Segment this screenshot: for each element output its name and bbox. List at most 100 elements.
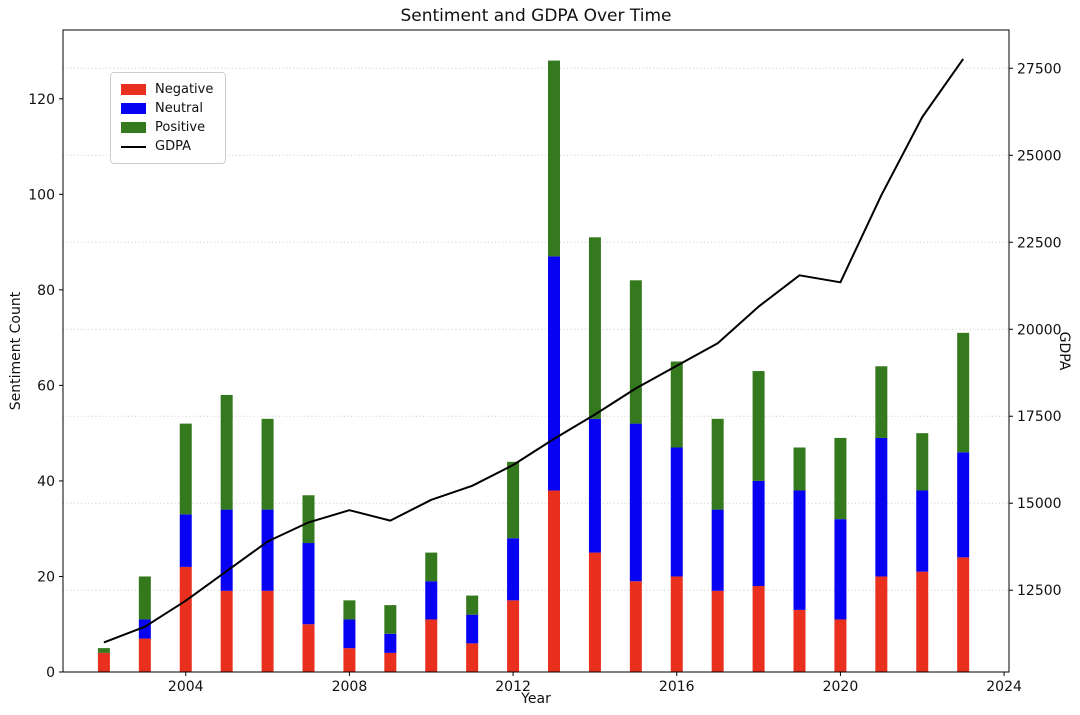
bar-2022-neutral	[916, 490, 929, 572]
y-tick-right-label-15000: 15000	[1017, 496, 1062, 512]
x-tick-label-2008: 2008	[332, 679, 368, 695]
y-tick-right-label-20000: 20000	[1017, 322, 1062, 338]
bar-2013-positive	[548, 60, 561, 257]
y-tick-left-label-0: 0	[46, 665, 55, 681]
bar-2013-negative	[548, 490, 561, 672]
bar-2017-positive	[711, 418, 724, 510]
bar-2023-negative	[957, 557, 970, 672]
bar-2022-negative	[916, 571, 929, 672]
y-axis-label-right: GDPA	[1056, 331, 1072, 371]
bar-2020-negative	[834, 619, 847, 672]
bar-2015-neutral	[629, 423, 642, 582]
legend-swatch-negative	[121, 84, 146, 95]
y-tick-right-label-27500: 27500	[1017, 61, 1062, 77]
bar-2004-negative	[179, 566, 192, 672]
bar-2009-neutral	[384, 633, 397, 653]
bar-2009-positive	[384, 605, 397, 634]
bar-2006-positive	[261, 418, 274, 510]
bar-2014-neutral	[588, 418, 601, 553]
bar-2022-positive	[916, 433, 929, 491]
bar-2014-positive	[588, 237, 601, 419]
legend-label: GDPA	[155, 139, 191, 154]
bar-2018-neutral	[752, 480, 765, 587]
bar-2023-neutral	[957, 452, 970, 558]
y-tick-left-label-20: 20	[37, 569, 55, 585]
bar-2010-positive	[425, 552, 438, 582]
y-tick-left-label-100: 100	[28, 187, 55, 203]
bar-2009-negative	[384, 652, 397, 672]
bar-2023-positive	[957, 332, 970, 453]
x-tick-label-2004: 2004	[168, 679, 204, 695]
bar-2018-negative	[752, 586, 765, 672]
bar-2011-neutral	[466, 614, 479, 644]
legend: Negative Neutral Positive GDPA	[110, 72, 227, 164]
y-tick-right-label-22500: 22500	[1017, 235, 1062, 251]
bar-2008-negative	[343, 648, 356, 672]
chart-title: Sentiment and GDPA Over Time	[400, 6, 672, 26]
legend-swatch-gdpa	[121, 145, 146, 148]
bar-2006-neutral	[261, 509, 274, 591]
bar-2015-positive	[629, 280, 642, 424]
y-tick-left-label-60: 60	[37, 378, 55, 394]
bar-2019-negative	[793, 609, 806, 672]
y-tick-right-label-12500: 12500	[1017, 583, 1062, 599]
bar-2011-negative	[466, 643, 479, 672]
bar-2013-neutral	[548, 256, 561, 491]
bar-2016-negative	[670, 576, 683, 672]
bar-2020-positive	[834, 437, 847, 520]
bar-2007-negative	[302, 624, 315, 672]
bar-2011-positive	[466, 595, 479, 615]
bar-2012-negative	[507, 600, 520, 672]
x-axis-label: Year	[521, 691, 551, 707]
legend-entry-neutral: Neutral	[121, 99, 213, 118]
bar-2020-neutral	[834, 519, 847, 620]
bar-2007-neutral	[302, 543, 315, 625]
bar-2019-neutral	[793, 490, 806, 610]
bar-2005-positive	[220, 394, 233, 510]
x-tick-label-2020: 2020	[823, 679, 859, 695]
bar-2014-negative	[588, 552, 601, 672]
legend-label: Positive	[155, 120, 206, 135]
y-tick-left-label-120: 120	[28, 92, 55, 108]
bar-2010-neutral	[425, 581, 438, 620]
bar-2021-negative	[875, 576, 888, 672]
bar-2021-neutral	[875, 437, 888, 577]
bar-2003-negative	[138, 638, 151, 672]
bar-2017-negative	[711, 590, 724, 672]
bar-2005-neutral	[220, 509, 233, 591]
bar-2006-negative	[261, 590, 274, 672]
bar-2007-positive	[302, 495, 315, 544]
legend-entry-gdpa: GDPA	[121, 137, 213, 156]
bar-2003-positive	[138, 576, 151, 620]
x-tick-label-2016: 2016	[659, 679, 695, 695]
bar-2016-positive	[670, 361, 683, 448]
bar-2004-positive	[179, 423, 192, 515]
x-tick-label-2012: 2012	[495, 679, 531, 695]
bar-2015-negative	[629, 581, 642, 672]
bar-2005-negative	[220, 590, 233, 672]
legend-entry-positive: Positive	[121, 118, 213, 137]
y-tick-left-label-40: 40	[37, 474, 55, 490]
legend-label: Negative	[155, 82, 214, 97]
bar-2017-neutral	[711, 509, 724, 591]
x-tick-label-2024: 2024	[986, 679, 1022, 695]
bar-2010-negative	[425, 619, 438, 672]
y-tick-right-label-17500: 17500	[1017, 409, 1062, 425]
legend-entry-negative: Negative	[121, 80, 213, 99]
gdpa-line	[103, 58, 965, 644]
legend-label: Neutral	[155, 101, 203, 116]
y-tick-left-label-80: 80	[37, 283, 55, 299]
bar-2002-negative	[97, 652, 110, 672]
legend-swatch-neutral	[121, 103, 146, 114]
plot-border	[62, 29, 1010, 673]
bar-2012-positive	[507, 461, 520, 539]
bar-2002-positive	[97, 648, 110, 653]
bar-2008-positive	[343, 600, 356, 620]
y-tick-right-label-25000: 25000	[1017, 148, 1062, 164]
bar-2018-positive	[752, 371, 765, 481]
bar-2016-neutral	[670, 447, 683, 577]
bar-2021-positive	[875, 366, 888, 438]
y-axis-label-left: Sentiment Count	[8, 291, 24, 411]
